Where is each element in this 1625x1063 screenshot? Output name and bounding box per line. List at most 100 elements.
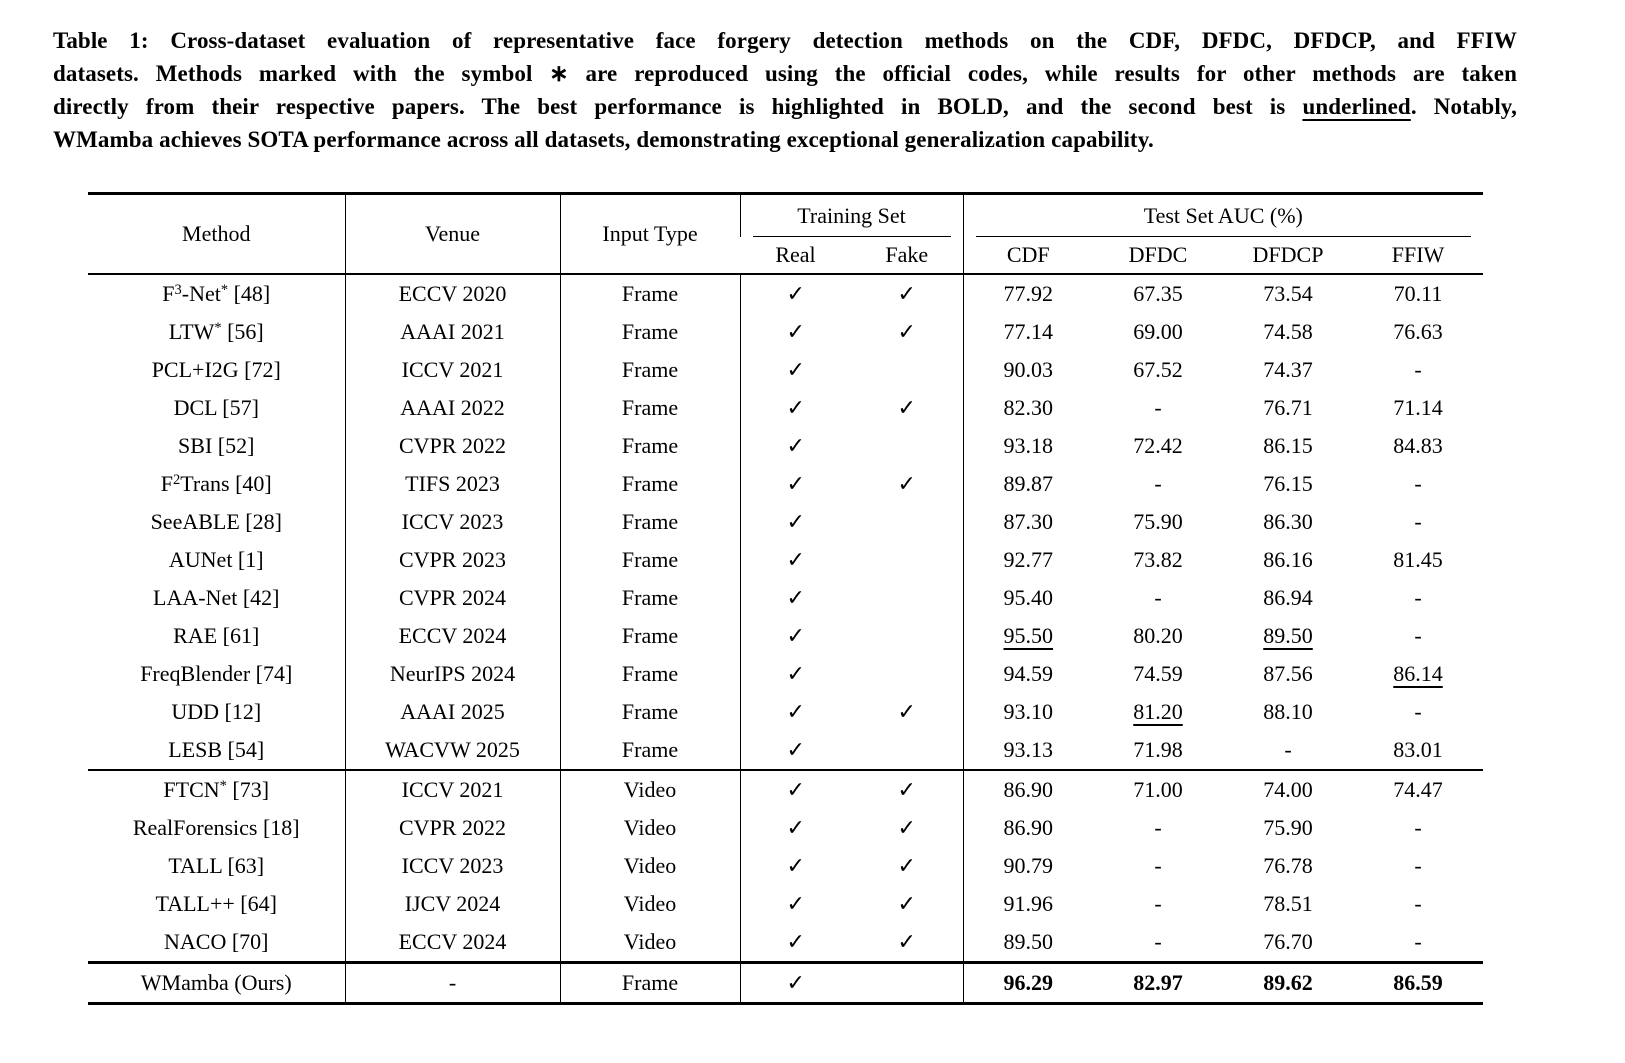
input-type-cell: Video [559, 809, 740, 847]
training-real-cell: ✓ [739, 351, 851, 389]
score-cell-ffiw: - [1353, 847, 1483, 885]
checkmark-icon: ✓ [786, 471, 805, 496]
training-fake-cell: ✓ [851, 923, 963, 963]
header-dfdc: DFDC [1128, 242, 1188, 267]
score-value: 76.78 [1263, 853, 1313, 878]
table-row: AUNet [1] CVPR 2023 Frame ✓ 92.77 73.82 86.16 8… [88, 541, 1483, 579]
score-cell-cdf: 90.79 [962, 847, 1093, 885]
input-type-cell: Frame [559, 541, 740, 579]
venue-cell: AAAI 2025 [344, 693, 560, 731]
training-fake-cell [851, 503, 963, 541]
score-cell-dfdc: 71.98 [1093, 731, 1223, 770]
training-real-cell: ✓ [739, 770, 851, 809]
score-value: 96.29 [1003, 970, 1054, 995]
score-cell-ffiw: 71.14 [1353, 389, 1483, 427]
table-caption: Table 1: Cross-dataset evaluation of rep… [53, 24, 1517, 156]
venue-cell: ECCV 2024 [344, 617, 560, 655]
score-cell-dfdc: - [1093, 923, 1223, 963]
score-cell-ffiw: 70.11 [1353, 274, 1483, 313]
training-fake-cell [851, 427, 963, 465]
score-cell-cdf: 77.14 [962, 313, 1093, 351]
method-cell: TALL++ [64] [155, 891, 277, 916]
table-row: FTCN* [73] ICCV 2021 Video ✓ ✓ 86.90 71.00 74.0… [88, 770, 1483, 809]
input-type-cell: Frame [559, 427, 740, 465]
table-row: PCL+I2G [72] ICCV 2021 Frame ✓ 90.03 67.52 74.… [88, 351, 1483, 389]
table-row: TALL++ [64] IJCV 2024 Video ✓ ✓ 91.96 - 78.51 - [88, 885, 1483, 923]
score-value: 81.20 [1133, 699, 1183, 724]
method-cell: LTW* [56] [168, 319, 264, 344]
training-fake-cell [851, 351, 963, 389]
score-value: 94.59 [1003, 661, 1054, 686]
input-type-cell: Frame [559, 655, 740, 693]
score-cell-cdf: 89.87 [962, 465, 1093, 503]
score-cell-dfdc: - [1093, 809, 1223, 847]
score-value: 84.83 [1393, 433, 1443, 458]
checkmark-icon: ✓ [897, 929, 916, 954]
venue-cell: ICCV 2023 [344, 503, 560, 541]
caption-text: Table 1: Cross-dataset evaluation of rep… [53, 28, 1517, 53]
checkmark-icon: ✓ [897, 699, 916, 724]
score-value: 71.14 [1393, 395, 1443, 420]
score-value: 92.77 [1003, 547, 1054, 572]
table-row: LESB [54] WACVW 2025 Frame ✓ 93.13 71.98 - 83.0… [88, 731, 1483, 770]
group-ours: WMamba (Ours) - Frame ✓ 96.29 82.97 89.62 86.59 [88, 962, 1484, 1004]
score-value: - [1414, 471, 1422, 496]
score-value: - [1154, 395, 1162, 420]
score-value: 86.94 [1263, 585, 1313, 610]
input-type-cell: Video [559, 885, 740, 923]
score-cell-dfdcp: 78.51 [1223, 885, 1353, 923]
training-real-cell: ✓ [739, 809, 851, 847]
score-cell-dfdcp: 89.62 [1223, 963, 1353, 1004]
header-cdf: CDF [962, 237, 1093, 274]
score-value: 89.50 [1003, 929, 1054, 954]
training-real-cell: ✓ [739, 655, 851, 693]
score-value: 76.15 [1263, 471, 1313, 496]
input-type-cell: Video [559, 923, 740, 963]
score-cell-dfdc: 73.82 [1093, 541, 1223, 579]
input-type-cell: Frame [559, 731, 740, 770]
score-value: 83.01 [1393, 737, 1443, 762]
score-value: - [1284, 737, 1292, 762]
score-value: 82.30 [1003, 395, 1054, 420]
venue-cell: CVPR 2023 [344, 541, 560, 579]
score-cell-dfdc: 67.52 [1093, 351, 1223, 389]
checkmark-icon: ✓ [786, 319, 805, 344]
score-value: - [1414, 699, 1422, 724]
score-value: 67.35 [1133, 281, 1183, 306]
score-cell-cdf: 93.18 [962, 427, 1093, 465]
score-value: 74.59 [1133, 661, 1183, 686]
score-cell-cdf: 93.13 [962, 731, 1093, 770]
training-fake-cell [851, 541, 963, 579]
header-input-type: Input Type [559, 193, 740, 274]
checkmark-icon: ✓ [786, 970, 805, 995]
checkmark-icon: ✓ [786, 777, 805, 802]
score-cell-cdf: 87.30 [962, 503, 1093, 541]
score-value: - [1414, 509, 1422, 534]
score-cell-dfdcp: 76.78 [1223, 847, 1353, 885]
score-cell-dfdcp: 75.90 [1223, 809, 1353, 847]
group-frame-methods: F3-Net* [48] ECCV 2020 Frame ✓ ✓ 77.92 67.35 73… [88, 274, 1483, 770]
score-value: 89.50 [1263, 623, 1313, 648]
checkmark-icon: ✓ [786, 357, 805, 382]
training-real-cell: ✓ [739, 923, 851, 963]
score-value: 74.47 [1393, 777, 1443, 802]
score-cell-ffiw: 76.63 [1353, 313, 1483, 351]
score-cell-dfdcp: 74.37 [1223, 351, 1353, 389]
table-row: RAE [61] ECCV 2024 Frame ✓ 95.50 80.20 89.50 - [88, 617, 1483, 655]
score-value: 86.15 [1263, 433, 1313, 458]
method-cell: F3-Net* [48] [162, 281, 271, 306]
score-cell-cdf: 95.40 [962, 579, 1093, 617]
score-value: 67.52 [1133, 357, 1183, 382]
caption-text: directly from their respective papers. T… [53, 94, 1303, 119]
method-cell: FTCN* [73] [163, 777, 270, 802]
training-real-cell: ✓ [739, 617, 851, 655]
checkmark-icon: ✓ [786, 509, 805, 534]
method-cell: DCL [57] [173, 395, 259, 420]
score-cell-dfdcp: - [1223, 731, 1353, 770]
training-real-cell: ✓ [739, 847, 851, 885]
score-value: 75.90 [1263, 815, 1313, 840]
training-real-cell: ✓ [739, 731, 851, 770]
training-real-cell: ✓ [739, 962, 851, 1004]
method-cell: RealForensics [18] [132, 815, 300, 840]
method-cell: NACO [70] [164, 929, 269, 954]
